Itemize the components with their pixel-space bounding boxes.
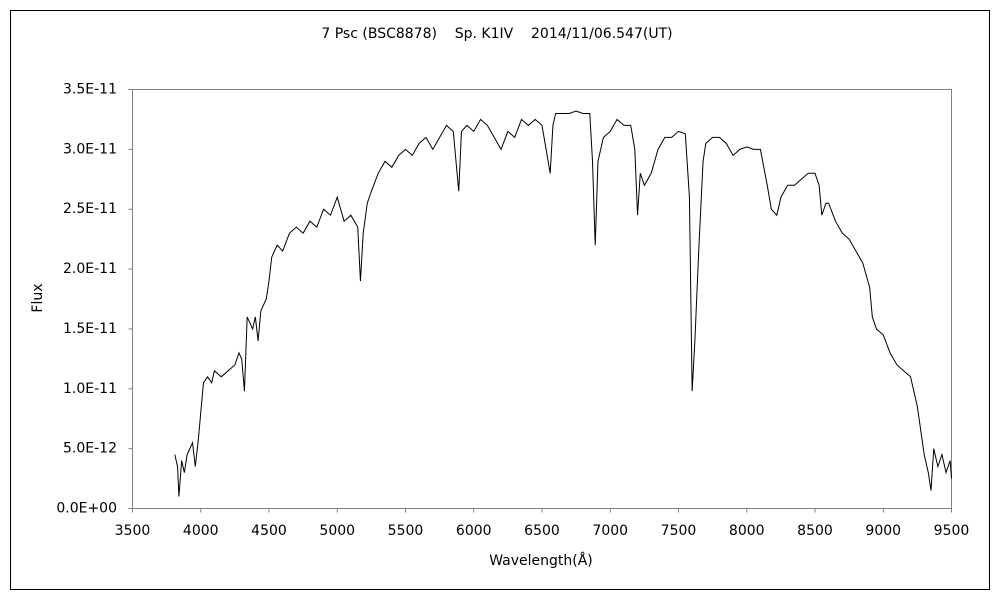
x-tick-label: 5500 [388,523,424,539]
x-tick-label: 9000 [865,523,901,539]
y-tick-label: 0.0E+00 [56,501,117,517]
y-axis-title: Flux [30,283,46,312]
x-tick-label: 6000 [456,523,492,539]
x-tick-label: 7000 [592,523,628,539]
y-tick-label: 1.0E-11 [63,381,117,397]
y-tick-label: 2.0E-11 [63,261,117,277]
chart-frame [10,10,990,590]
y-tick-label: 3.5E-11 [63,82,117,98]
chart-title: 7 Psc (BSC8878) Sp. K1IV 2014/11/06.547(… [321,26,672,42]
x-tick-label: 4000 [183,523,219,539]
x-tick-label: 7500 [661,523,697,539]
x-tick-label: 3500 [115,523,151,539]
plot-area [132,89,952,509]
x-tick-label: 9500 [934,523,970,539]
y-tick-label: 3.0E-11 [63,141,117,157]
y-tick-label: 2.5E-11 [63,201,117,217]
x-tick-label: 8000 [729,523,765,539]
x-tick-label: 8500 [797,523,833,539]
y-tick-label: 5.0E-12 [63,441,117,457]
x-axis-title: Wavelength(Å) [489,552,593,569]
y-tick-label: 1.5E-11 [63,321,117,337]
spectrum-line [174,110,952,497]
x-tick-label: 6500 [524,523,560,539]
x-tick-label: 4500 [251,523,287,539]
x-tick-label: 5000 [319,523,355,539]
